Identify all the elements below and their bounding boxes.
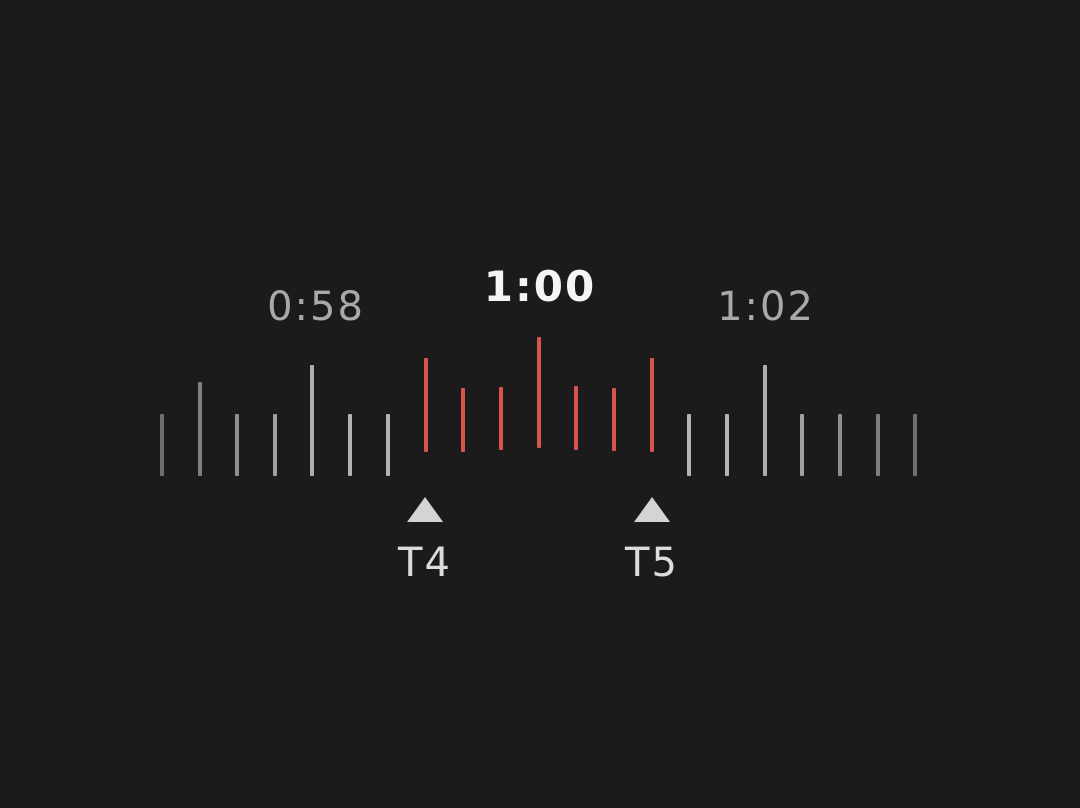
marker-t5[interactable]: T5 — [625, 497, 679, 586]
timeline-tick — [348, 414, 352, 476]
timeline-tick — [913, 414, 917, 476]
timeline-tick — [687, 414, 691, 476]
marker-label: T5 — [625, 540, 679, 586]
marker-t4[interactable]: T4 — [398, 497, 452, 586]
time-label-next: 1:02 — [717, 284, 815, 330]
selected-tick — [461, 388, 465, 452]
timeline-tick — [763, 365, 767, 476]
timeline-tick — [235, 414, 239, 476]
selected-tick — [650, 358, 654, 452]
timeline-tick — [273, 414, 277, 476]
time-label-previous: 0:58 — [267, 284, 365, 330]
timeline-tick — [725, 414, 729, 476]
selected-tick — [574, 386, 578, 450]
selected-tick — [424, 358, 428, 452]
selected-tick — [612, 388, 616, 451]
timeline-tick — [310, 365, 314, 476]
timeline-tick — [160, 414, 164, 476]
timeline-tick — [838, 414, 842, 476]
timeline-tick — [800, 414, 804, 476]
timeline-tick — [198, 382, 202, 476]
selected-tick — [537, 337, 541, 448]
timeline-tick — [876, 414, 880, 476]
triangle-up-icon — [633, 497, 670, 522]
marker-label: T4 — [398, 540, 452, 586]
timeline-tick — [386, 414, 390, 476]
selected-tick — [499, 387, 503, 450]
triangle-up-icon — [406, 497, 443, 522]
time-label-current: 1:00 — [483, 262, 597, 311]
